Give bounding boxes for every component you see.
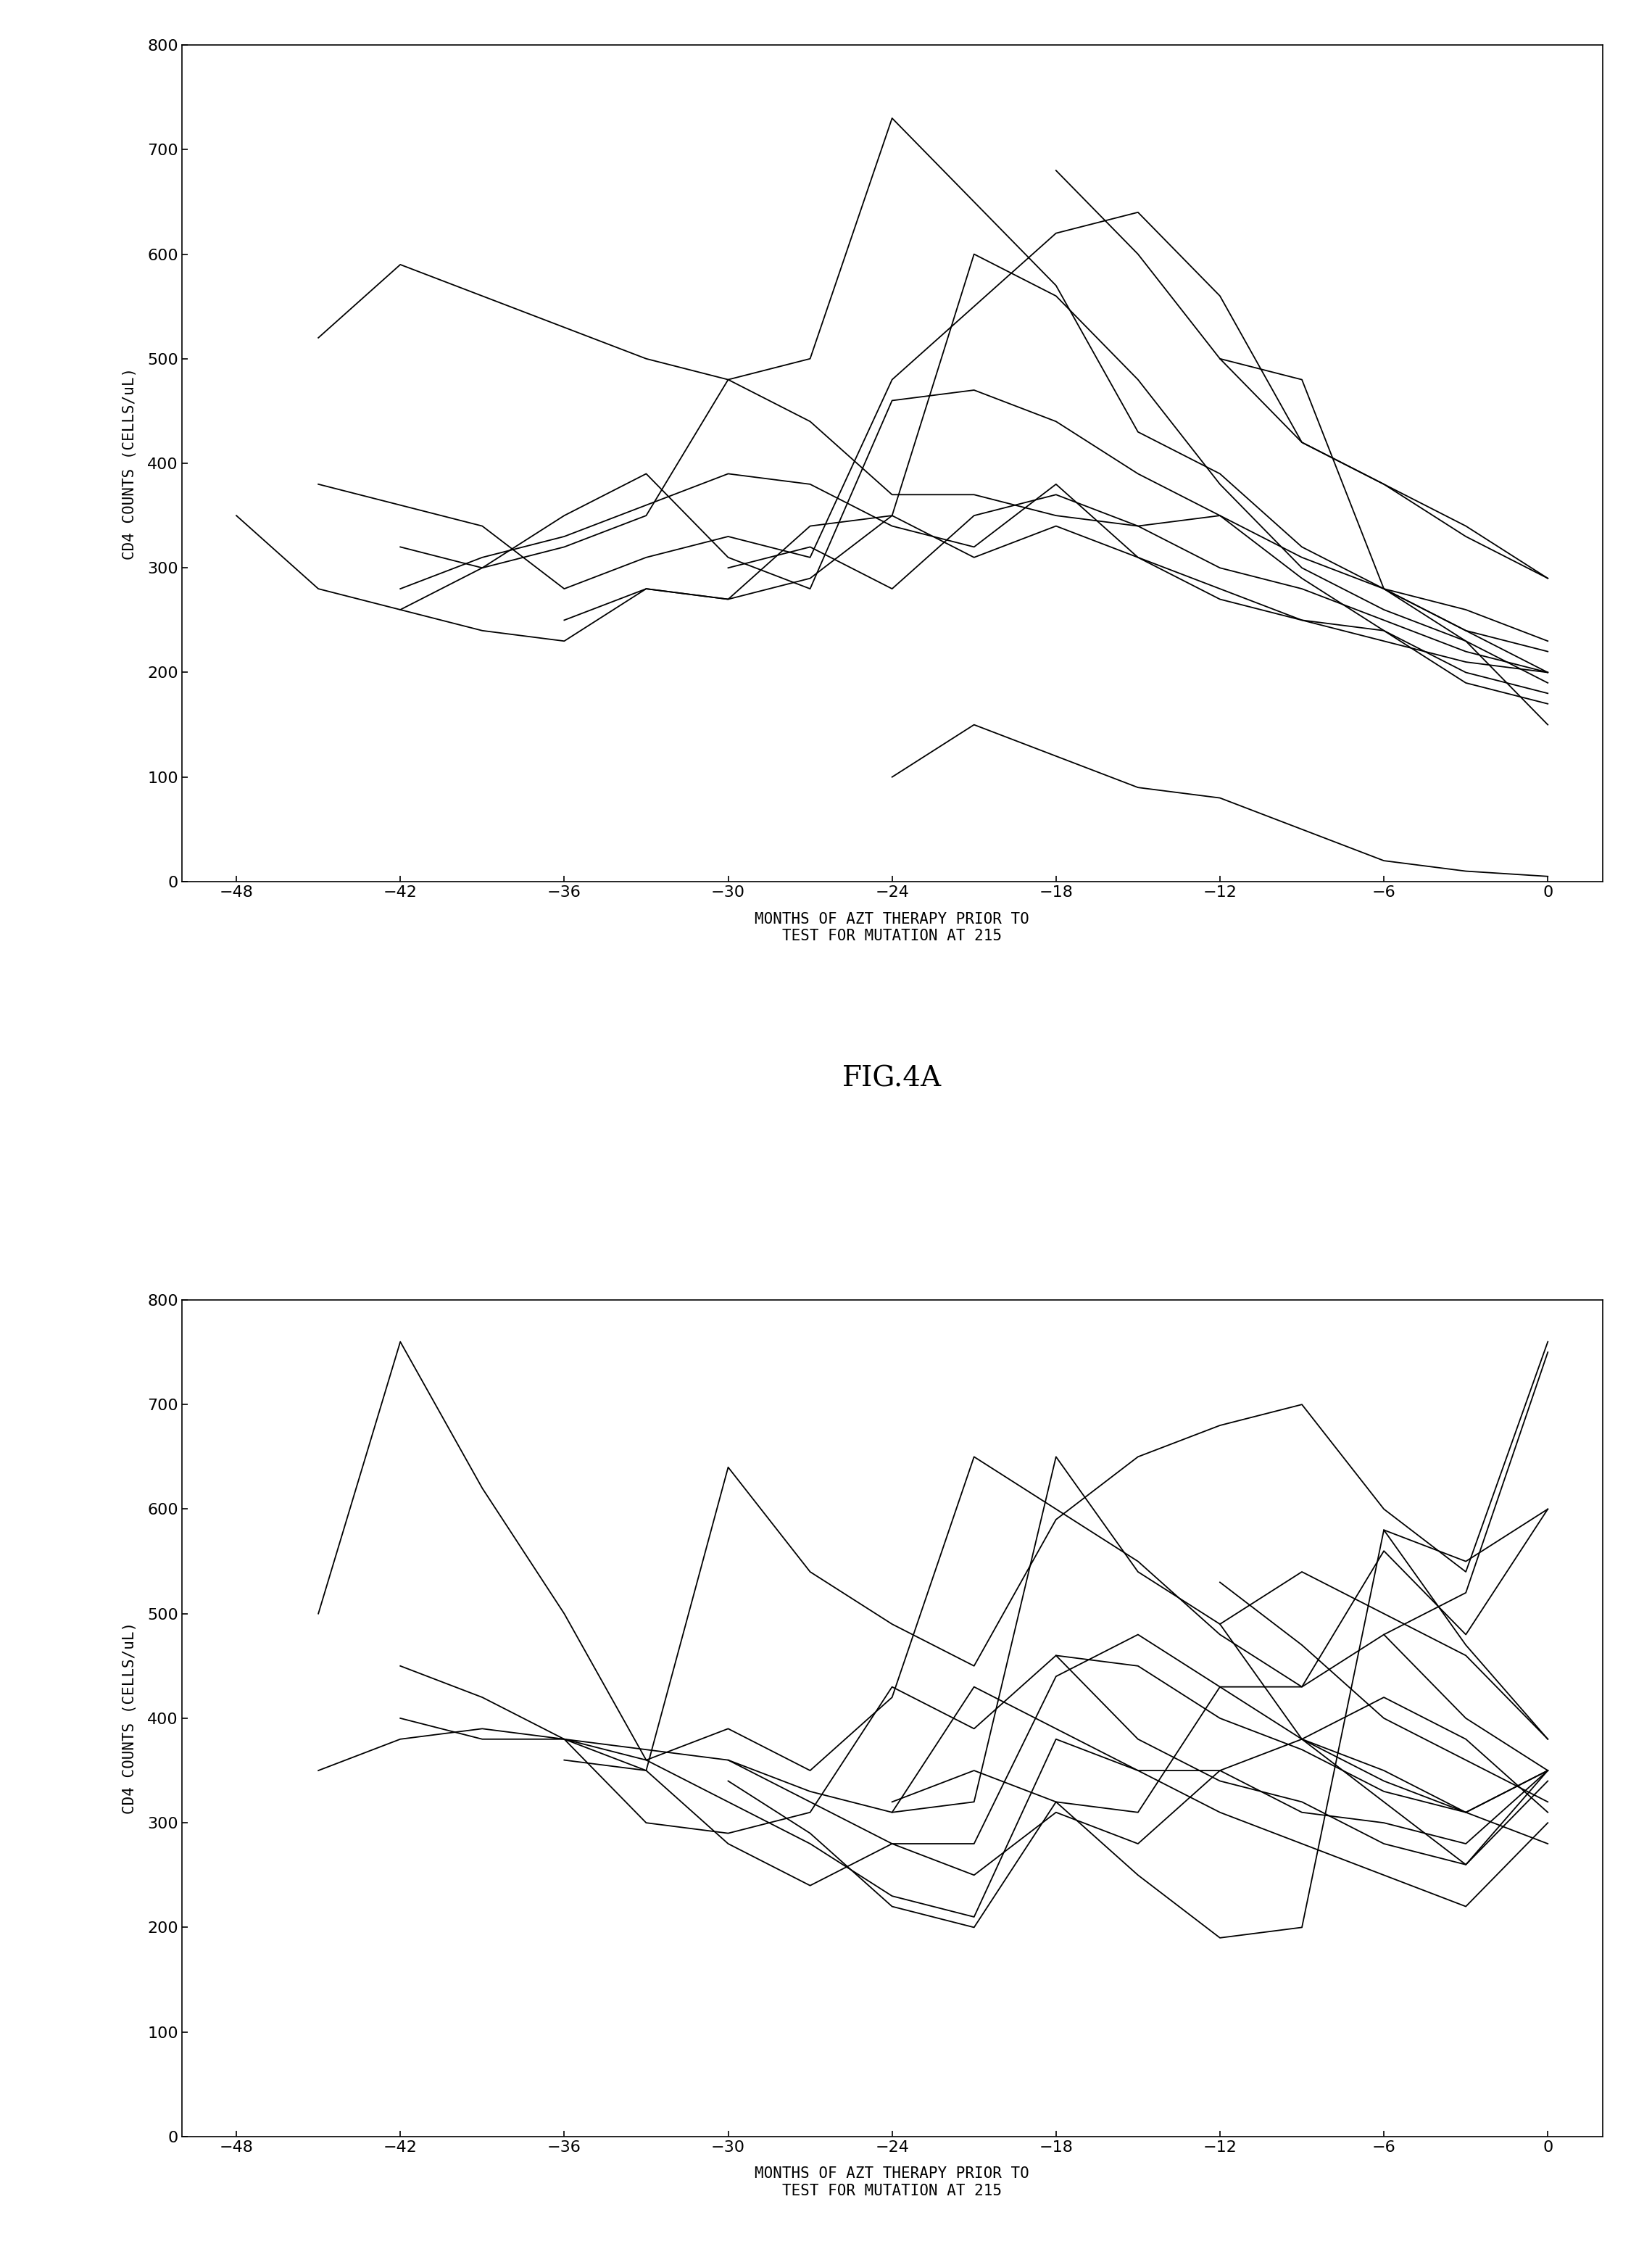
Y-axis label: CD4 COUNTS (CELLS/uL): CD4 COUNTS (CELLS/uL): [122, 1622, 137, 1815]
X-axis label: MONTHS OF AZT THERAPY PRIOR TO
TEST FOR MUTATION AT 215: MONTHS OF AZT THERAPY PRIOR TO TEST FOR …: [755, 2166, 1029, 2197]
X-axis label: MONTHS OF AZT THERAPY PRIOR TO
TEST FOR MUTATION AT 215: MONTHS OF AZT THERAPY PRIOR TO TEST FOR …: [755, 911, 1029, 942]
Y-axis label: CD4 COUNTS (CELLS/uL): CD4 COUNTS (CELLS/uL): [122, 367, 137, 560]
Text: FIG.4A: FIG.4A: [843, 1066, 942, 1093]
